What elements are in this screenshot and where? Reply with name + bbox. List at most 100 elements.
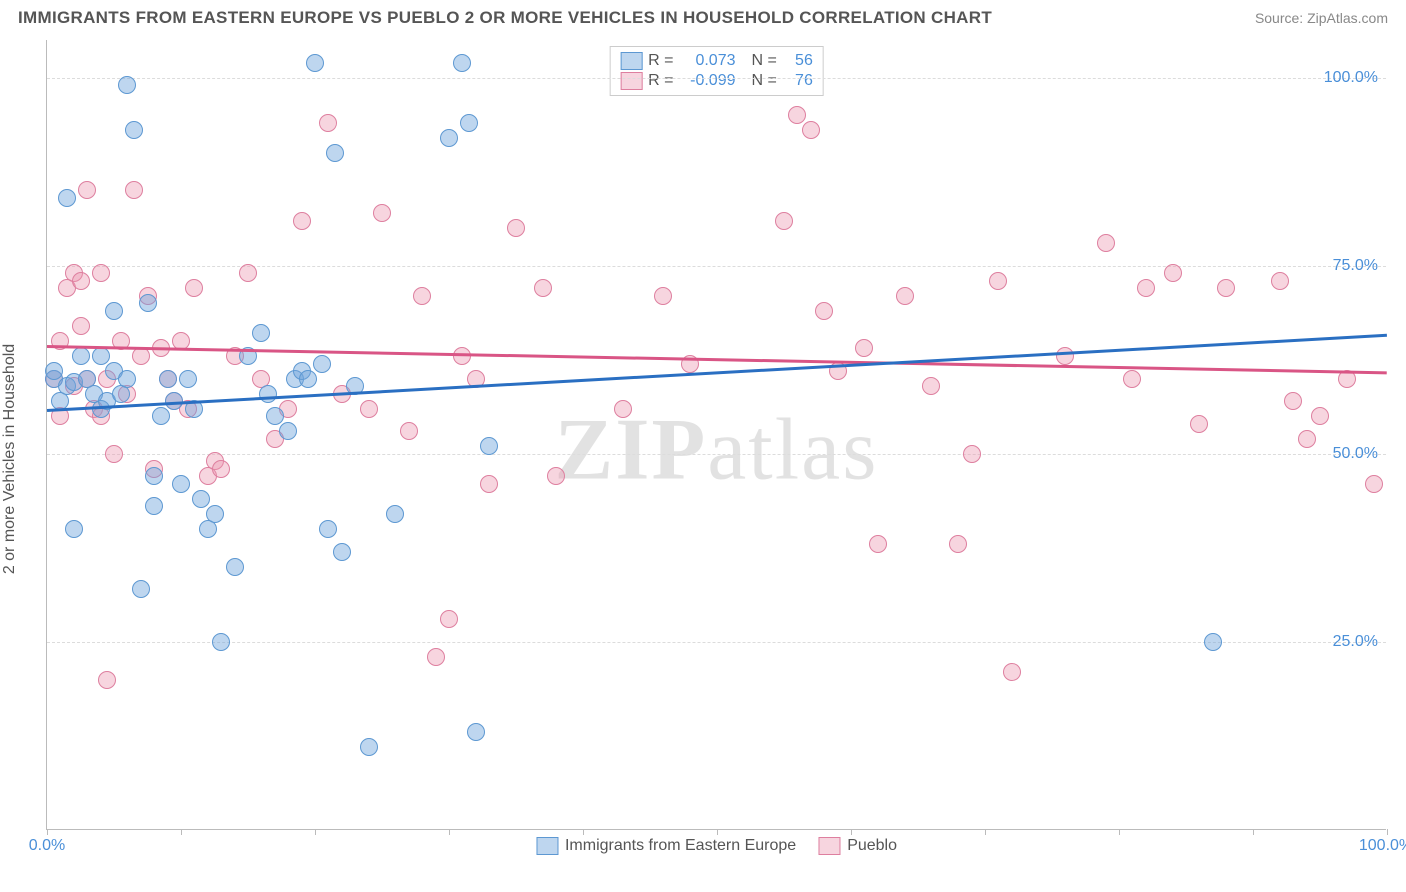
point-series1: [299, 370, 317, 388]
point-series2: [989, 272, 1007, 290]
n-value: 56: [783, 52, 813, 70]
x-tick: [1387, 829, 1388, 835]
point-series1: [1204, 633, 1222, 651]
point-series2: [1137, 279, 1155, 297]
point-series2: [1003, 663, 1021, 681]
r-value: 0.073: [680, 52, 736, 70]
legend-row-series2: R = -0.099 N = 76: [620, 71, 813, 91]
legend-label: Immigrants from Eastern Europe: [565, 837, 796, 855]
point-series2: [855, 339, 873, 357]
point-series1: [306, 54, 324, 72]
n-value: 76: [783, 72, 813, 90]
regression-line-series1: [47, 333, 1387, 411]
point-series1: [453, 54, 471, 72]
point-series1: [92, 347, 110, 365]
point-series1: [206, 505, 224, 523]
gridline: [47, 454, 1386, 455]
point-series2: [453, 347, 471, 365]
point-series2: [614, 400, 632, 418]
point-series2: [185, 279, 203, 297]
x-tick-min: 0.0%: [29, 837, 65, 855]
legend-series: Immigrants from Eastern Europe Pueblo: [536, 837, 897, 855]
point-series1: [333, 543, 351, 561]
point-series2: [963, 445, 981, 463]
point-series1: [145, 497, 163, 515]
x-tick: [583, 829, 584, 835]
y-tick-label: 50.0%: [1333, 445, 1378, 463]
point-series2: [413, 287, 431, 305]
y-tick-label: 25.0%: [1333, 633, 1378, 651]
swatch-series2: [620, 72, 642, 90]
point-series1: [152, 407, 170, 425]
point-series2: [896, 287, 914, 305]
point-series2: [1298, 430, 1316, 448]
y-tick-label: 75.0%: [1333, 257, 1378, 275]
point-series2: [775, 212, 793, 230]
point-series2: [319, 114, 337, 132]
point-series2: [1271, 272, 1289, 290]
point-series1: [326, 144, 344, 162]
point-series1: [118, 76, 136, 94]
point-series1: [480, 437, 498, 455]
chart-container: 2 or more Vehicles in Household ZIPatlas…: [0, 34, 1406, 884]
r-value: -0.099: [680, 72, 736, 90]
point-series1: [172, 475, 190, 493]
point-series1: [386, 505, 404, 523]
point-series1: [58, 189, 76, 207]
point-series2: [239, 264, 257, 282]
source-label: Source: ZipAtlas.com: [1255, 10, 1388, 26]
legend-row-series1: R = 0.073 N = 56: [620, 51, 813, 71]
point-series1: [105, 302, 123, 320]
point-series1: [179, 370, 197, 388]
point-series1: [72, 347, 90, 365]
point-series1: [360, 738, 378, 756]
point-series2: [1097, 234, 1115, 252]
n-label: N =: [752, 72, 777, 90]
legend-label: Pueblo: [847, 837, 897, 855]
point-series1: [460, 114, 478, 132]
legend-correlation: R = 0.073 N = 56 R = -0.099 N = 76: [609, 46, 824, 96]
point-series2: [400, 422, 418, 440]
legend-item-series1: Immigrants from Eastern Europe: [536, 837, 796, 855]
point-series2: [1123, 370, 1141, 388]
chart-title: IMMIGRANTS FROM EASTERN EUROPE VS PUEBLO…: [18, 8, 992, 28]
point-series2: [1311, 407, 1329, 425]
point-series2: [547, 467, 565, 485]
point-series1: [440, 129, 458, 147]
point-series2: [212, 460, 230, 478]
swatch-series1: [536, 837, 558, 855]
point-series1: [139, 294, 157, 312]
swatch-series2: [818, 837, 840, 855]
point-series2: [105, 445, 123, 463]
point-series1: [212, 633, 230, 651]
point-series1: [145, 467, 163, 485]
point-series2: [1190, 415, 1208, 433]
point-series2: [78, 181, 96, 199]
point-series2: [360, 400, 378, 418]
x-tick: [47, 829, 48, 835]
gridline: [47, 642, 1386, 643]
watermark: ZIPatlas: [555, 400, 879, 501]
point-series2: [1284, 392, 1302, 410]
point-series2: [132, 347, 150, 365]
point-series2: [654, 287, 672, 305]
n-label: N =: [752, 52, 777, 70]
point-series2: [507, 219, 525, 237]
x-tick: [985, 829, 986, 835]
point-series2: [98, 671, 116, 689]
x-tick: [1253, 829, 1254, 835]
point-series1: [45, 362, 63, 380]
point-series2: [440, 610, 458, 628]
point-series2: [125, 181, 143, 199]
point-series2: [922, 377, 940, 395]
point-series1: [252, 324, 270, 342]
point-series2: [293, 212, 311, 230]
x-tick-max: 100.0%: [1359, 837, 1406, 855]
x-tick: [717, 829, 718, 835]
point-series2: [72, 317, 90, 335]
point-series2: [1164, 264, 1182, 282]
point-series1: [132, 580, 150, 598]
point-series1: [192, 490, 210, 508]
point-series2: [534, 279, 552, 297]
point-series2: [72, 272, 90, 290]
